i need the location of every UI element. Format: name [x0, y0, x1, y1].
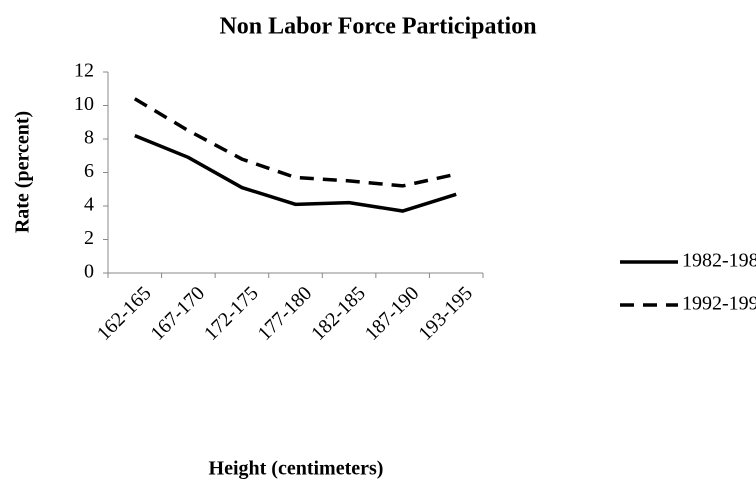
- y-tick-label: 0: [84, 261, 94, 283]
- y-tick-label: 8: [84, 127, 94, 149]
- legend-label: 1992-1996: [682, 293, 756, 315]
- x-tick-label: 193-195: [414, 282, 477, 345]
- y-tick-label: 4: [84, 194, 94, 216]
- x-tick-label: 162-165: [93, 282, 156, 345]
- x-tick-label: 177-180: [254, 282, 317, 345]
- x-tick-label: 172-175: [200, 282, 263, 345]
- y-axis-label: Rate (percent): [12, 111, 34, 233]
- x-tick-label: 182-185: [307, 282, 370, 345]
- x-axis-label: Height (centimeters): [209, 458, 384, 480]
- chart-title: Non Labor Force Participation: [219, 14, 536, 40]
- series-line: [133, 97, 457, 188]
- legend-label: 1982-1986: [682, 250, 756, 272]
- y-tick-label: 6: [84, 160, 94, 182]
- series-line: [134, 134, 457, 213]
- x-tick-label: 167-170: [146, 282, 209, 345]
- y-tick-label: 10: [74, 93, 94, 115]
- x-tick-label: 187-190: [361, 282, 424, 345]
- y-tick-label: 12: [74, 60, 94, 82]
- y-tick-label: 2: [84, 227, 94, 249]
